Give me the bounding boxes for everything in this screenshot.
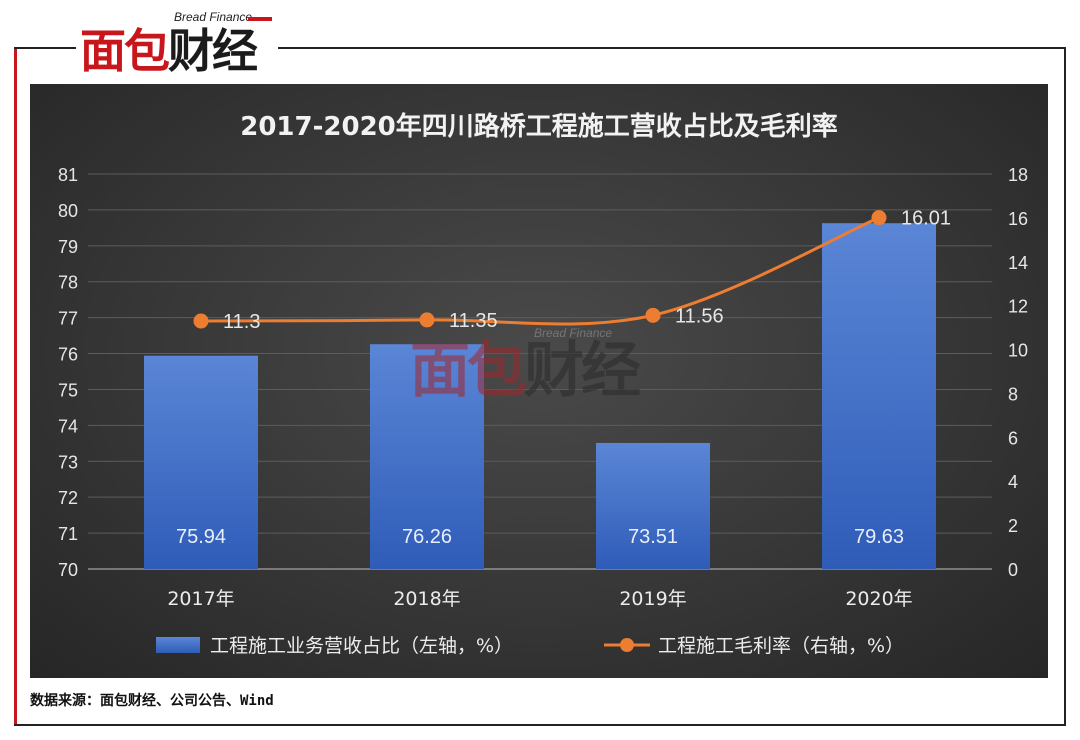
x-tick-label: 2017年	[167, 588, 234, 610]
watermark-logo: Bread Finance 面包财经	[410, 326, 670, 406]
x-tick-label: 2019年	[619, 588, 686, 610]
watermark-cn-black: 财经	[524, 336, 641, 406]
chart-title: 2017-2020年四川路桥工程施工营收占比及毛利率	[240, 112, 838, 142]
line-data-label: 11.35	[449, 310, 498, 332]
brand-logo-cn-black: 财经	[168, 24, 258, 78]
y-right-tick-label: 0	[1008, 560, 1018, 580]
line-point	[645, 307, 661, 323]
watermark-en: Bread Finance	[534, 326, 613, 340]
y-right-tick-label: 8	[1008, 384, 1018, 404]
y-right-tick-label: 16	[1008, 209, 1028, 229]
y-right-tick-label: 10	[1008, 341, 1028, 361]
legend-label: 工程施工业务营收占比（左轴，%）	[210, 635, 513, 657]
brand-logo-accent	[248, 17, 272, 21]
y-left-tick-label: 75	[58, 380, 78, 400]
frame-top-border	[14, 47, 76, 49]
y-right-tick-label: 12	[1008, 297, 1028, 317]
y-right-tick-label: 6	[1008, 428, 1018, 448]
line-data-label: 16.01	[901, 208, 951, 230]
combo-chart: 7071727374757677787980810246810121416187…	[58, 165, 1028, 657]
y-right-tick-label: 2	[1008, 516, 1018, 536]
bar	[596, 442, 710, 569]
watermark-cn-red: 面包	[410, 336, 527, 406]
brand-logo-cn-red: 面包	[80, 24, 170, 78]
y-right-tick-label: 4	[1008, 472, 1018, 492]
frame-right-border	[1064, 48, 1066, 726]
y-left-tick-label: 78	[58, 273, 78, 293]
y-left-tick-label: 73	[58, 452, 78, 472]
bar	[370, 344, 484, 569]
y-left-tick-label: 71	[58, 524, 78, 544]
y-left-tick-label: 74	[58, 416, 78, 436]
frame-left-border	[14, 48, 17, 726]
line-series	[200, 216, 880, 326]
y-left-tick-label: 79	[58, 237, 78, 257]
line-point	[419, 312, 435, 328]
line-data-label: 11.3	[223, 311, 260, 333]
line-point	[871, 210, 887, 226]
y-left-tick-label: 72	[58, 488, 78, 508]
bar	[822, 223, 936, 570]
line-point	[193, 313, 209, 329]
y-left-tick-label: 81	[58, 165, 78, 185]
bar-data-label: 79.63	[854, 526, 904, 548]
line-data-label: 11.56	[675, 305, 724, 327]
y-left-tick-label: 77	[58, 309, 78, 329]
bar	[144, 355, 258, 569]
y-left-tick-label: 70	[58, 560, 78, 580]
y-left-tick-label: 80	[58, 201, 78, 221]
x-tick-label: 2018年	[393, 588, 460, 610]
y-right-tick-label: 18	[1008, 165, 1028, 185]
frame-bottom-border	[14, 724, 1066, 726]
watermark-cn: 面包财经	[410, 336, 641, 406]
frame-top-border	[278, 47, 1066, 49]
chart-panel: 70 71 72 73 74 75 76 77 78 79 80 81 0 2 4 6 8 10 12 14 16 18 7…	[30, 84, 1048, 678]
bar-data-label: 75.94	[176, 526, 226, 548]
y-right-tick-label: 14	[1008, 253, 1028, 273]
source-note: 数据来源：面包财经、公司公告、Wind	[30, 693, 274, 709]
brand-logo-en: Bread Finance	[174, 10, 253, 24]
brand-logo-cn: 面包财经	[80, 22, 258, 80]
legend-label: 工程施工毛利率（右轴，%）	[658, 635, 904, 657]
bar-data-label: 73.51	[628, 526, 678, 548]
bar-data-label: 76.26	[402, 526, 452, 548]
legend-bar-swatch	[156, 637, 200, 653]
brand-logo: Bread Finance 面包财经	[80, 10, 276, 80]
legend-line-marker	[620, 638, 634, 652]
y-left-tick-label: 76	[58, 345, 78, 365]
x-tick-label: 2020年	[845, 588, 912, 610]
